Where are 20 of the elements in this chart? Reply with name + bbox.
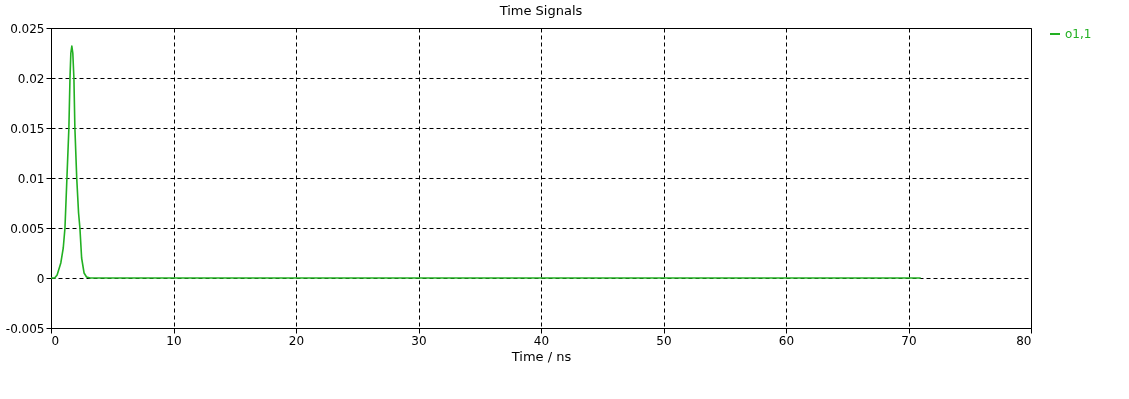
x-tick-label: 30 [411, 333, 427, 348]
y-tick-label: 0.01 [17, 171, 45, 186]
x-tick-label: 20 [288, 333, 305, 348]
x-tick-label: 10 [166, 333, 182, 348]
y-tick-label: 0.015 [10, 121, 45, 136]
y-tick-label: 0.025 [10, 21, 45, 36]
x-tick-label: 40 [533, 333, 550, 348]
x-tick-label: 60 [778, 333, 795, 348]
x-tick-label: 50 [656, 333, 672, 348]
x-tick-label: 0 [51, 333, 60, 348]
y-tick-label: 0.02 [17, 71, 45, 86]
y-tick-label: 0.005 [10, 221, 45, 236]
legend-label: o1,1 [1065, 27, 1092, 41]
line-series [50, 45, 922, 279]
x-tick-label: 80 [1016, 333, 1032, 348]
x-tick-label: 70 [901, 333, 917, 348]
x-axis-title: Time / ns [510, 348, 572, 364]
y-tick-label: 0 [36, 271, 45, 286]
y-tick-label: -0.005 [5, 321, 45, 336]
chart-title: Time Signals [498, 3, 583, 18]
